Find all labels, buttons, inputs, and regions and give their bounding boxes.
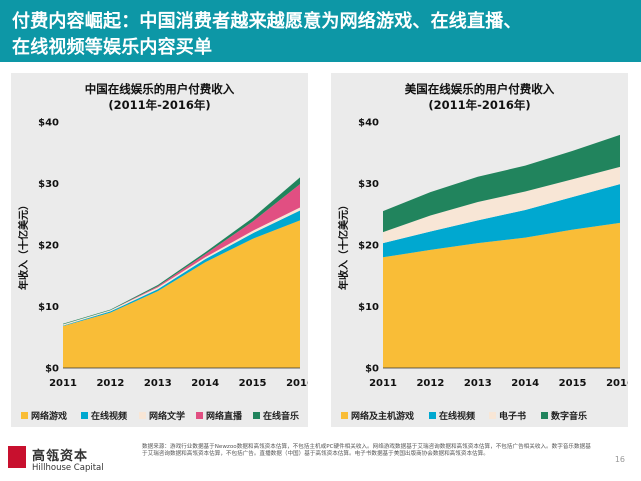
x-tick-label: 2015 bbox=[239, 378, 267, 389]
us-chart-title: 美国在线娱乐的用户付费收入 bbox=[404, 82, 555, 96]
x-tick-label: 2014 bbox=[511, 378, 539, 389]
title-bar: 付费内容崛起：中国消费者越来越愿意为网络游戏、在线直播、 在线视频等娱乐内容买单 bbox=[0, 0, 641, 62]
y-tick-label: $0 bbox=[45, 364, 59, 375]
y-tick-label: $10 bbox=[38, 302, 59, 313]
y-tick-label: $20 bbox=[38, 241, 59, 252]
legend-item: 电子书 bbox=[489, 409, 526, 422]
y-tick-label: $0 bbox=[365, 364, 379, 375]
y-tick-label: $30 bbox=[38, 179, 59, 190]
x-tick-label: 2011 bbox=[49, 378, 77, 389]
china-chart-legend: 网络游戏 在线视频 网络文学 网络直播 在线音乐 bbox=[11, 409, 308, 423]
legend-swatch bbox=[253, 412, 260, 419]
area-series-1 bbox=[383, 184, 620, 258]
page-number: 16 bbox=[614, 455, 625, 464]
legend-swatch bbox=[81, 412, 88, 419]
china-chart-panel: 中国在线娱乐的用户付费收入 (2011年-2016年) 年收入（十亿美元） $0 $… bbox=[11, 73, 308, 427]
legend-item: 在线视频 bbox=[81, 409, 127, 422]
x-tick-label: 2012 bbox=[96, 378, 124, 389]
legend-label: 网络及主机游戏 bbox=[351, 412, 415, 422]
legend-label: 网络游戏 bbox=[31, 412, 68, 422]
legend-swatch bbox=[489, 412, 496, 419]
area-series-1 bbox=[63, 210, 300, 327]
area-series-0 bbox=[63, 220, 300, 368]
legend-item: 网络游戏 bbox=[21, 409, 67, 422]
hillhouse-logo-mark bbox=[8, 446, 26, 468]
area-series-2 bbox=[63, 207, 300, 326]
y-tick-label: $40 bbox=[358, 118, 379, 129]
x-tick-label: 2016 bbox=[286, 378, 308, 389]
area-series-3 bbox=[383, 134, 620, 233]
legend-item: 数字音乐 bbox=[541, 409, 587, 422]
data-source-note: 数据来源：游戏行业数据基于Newzoo数据和高瓴资本估算，不包括主机或PC硬件相… bbox=[142, 444, 591, 458]
legend-label: 网络直播 bbox=[206, 412, 243, 422]
china-area-chart: 年收入（十亿美元） $0 $10 $20 $30 $40 2011 2012 2013 2014 2… bbox=[17, 118, 308, 390]
x-tick-label: 2013 bbox=[464, 378, 492, 389]
legend-label: 数字音乐 bbox=[551, 412, 588, 422]
legend-item: 网络及主机游戏 bbox=[341, 409, 414, 422]
legend-swatch bbox=[341, 412, 348, 419]
china-chart-subtitle: (2011年-2016年) bbox=[108, 98, 211, 112]
x-tick-label: 2016 bbox=[606, 378, 628, 389]
area-series-2 bbox=[383, 166, 620, 244]
us-chart-panel: 美国在线娱乐的用户付费收入 (2011年-2016年) 年收入（十亿美元） $0 $… bbox=[331, 73, 628, 427]
y-tick-label: $40 bbox=[38, 118, 59, 129]
x-tick-label: 2015 bbox=[559, 378, 587, 389]
legend-swatch bbox=[21, 412, 28, 419]
y-tick-label: $20 bbox=[358, 241, 379, 252]
y-tick-label: $10 bbox=[358, 302, 379, 313]
legend-label: 在线视频 bbox=[439, 412, 476, 422]
x-tick-label: 2014 bbox=[191, 378, 219, 389]
x-tick-label: 2013 bbox=[144, 378, 172, 389]
legend-label: 网络文学 bbox=[149, 412, 186, 422]
us-chart-subtitle: (2011年-2016年) bbox=[428, 98, 531, 112]
company-name-cn: 高瓴资本 bbox=[32, 449, 89, 464]
legend-swatch bbox=[429, 412, 436, 419]
y-tick-label: $30 bbox=[358, 179, 379, 190]
legend-item: 网络直播 bbox=[196, 409, 242, 422]
us-area-chart: 年收入（十亿美元） $0 $10 $20 $30 $40 2011 2012 2013 2014 2… bbox=[337, 118, 628, 390]
china-chart-title: 中国在线娱乐的用户付费收入 bbox=[84, 82, 235, 96]
legend-swatch bbox=[139, 412, 146, 419]
y-axis-label: 年收入（十亿美元） bbox=[337, 200, 350, 290]
legend-label: 在线音乐 bbox=[263, 412, 300, 422]
legend-item: 在线音乐 bbox=[253, 409, 299, 422]
area-series-0 bbox=[383, 222, 620, 368]
legend-swatch bbox=[541, 412, 548, 419]
us-chart-legend: 网络及主机游戏 在线视频 电子书 数字音乐 bbox=[331, 409, 628, 423]
page-title-line-2: 在线视频等娱乐内容买单 bbox=[12, 37, 213, 58]
legend-label: 在线视频 bbox=[91, 412, 128, 422]
legend-item: 在线视频 bbox=[429, 409, 475, 422]
page-title-line-1: 付费内容崛起：中国消费者越来越愿意为网络游戏、在线直播、 bbox=[12, 11, 522, 32]
legend-label: 电子书 bbox=[499, 412, 527, 422]
legend-item: 网络文学 bbox=[139, 409, 185, 422]
legend-swatch bbox=[196, 412, 203, 419]
x-tick-label: 2012 bbox=[416, 378, 444, 389]
x-tick-label: 2011 bbox=[369, 378, 397, 389]
company-name-en: Hillhouse Capital bbox=[32, 463, 104, 473]
y-axis-label: 年收入（十亿美元） bbox=[17, 200, 30, 290]
